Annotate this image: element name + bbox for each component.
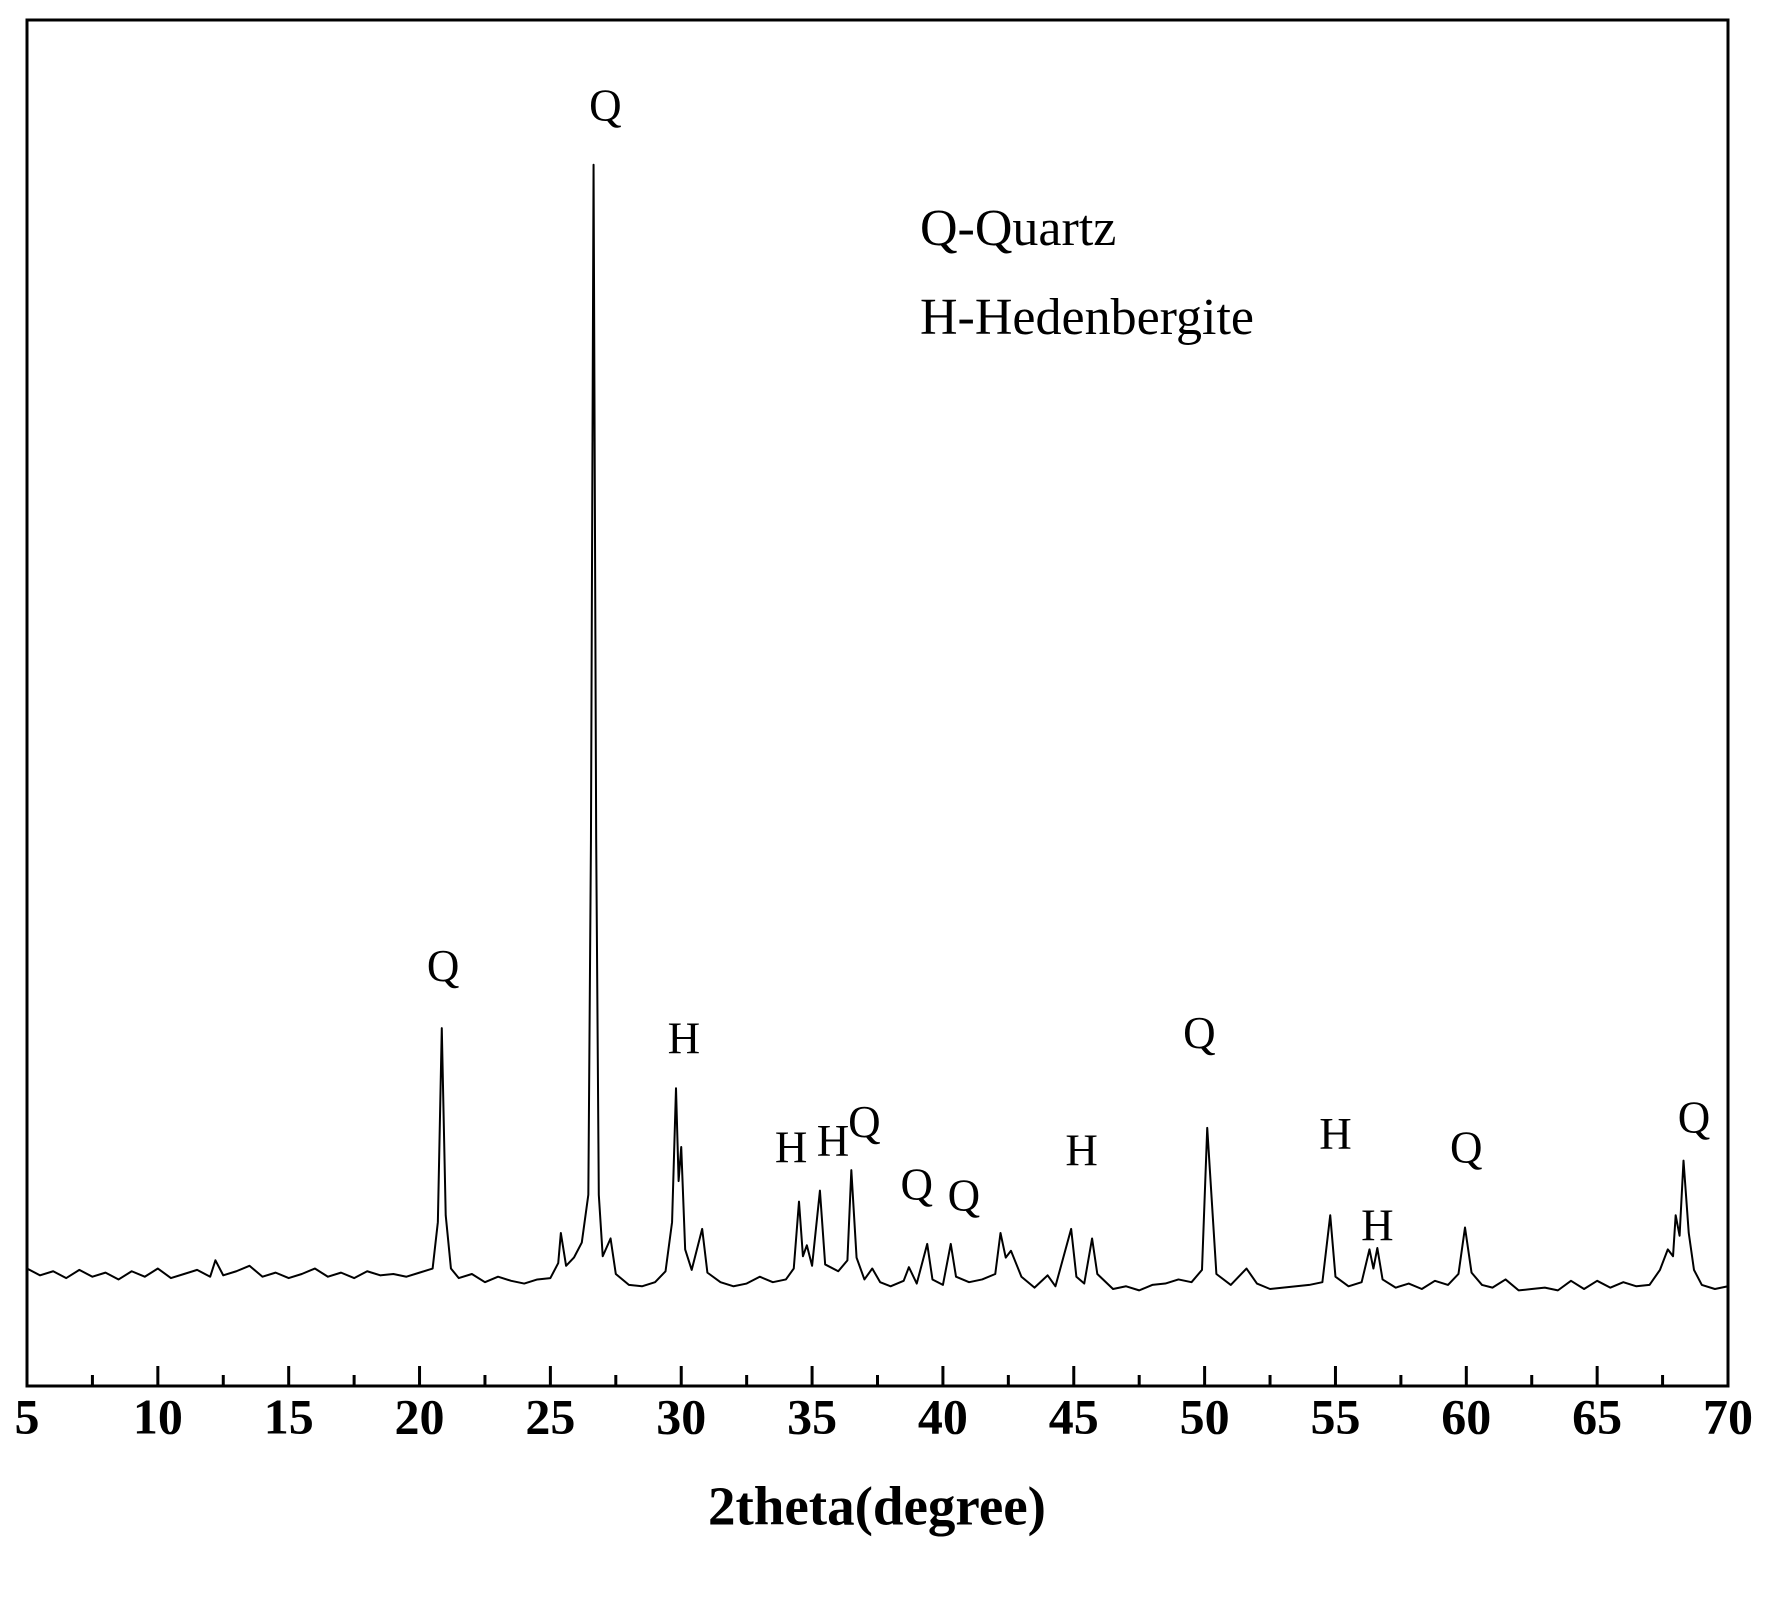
x-tick-label: 65 (1572, 1388, 1622, 1444)
x-tick-label: 55 (1310, 1388, 1360, 1444)
x-tick-label: 10 (133, 1388, 183, 1444)
x-tick-label: 30 (656, 1388, 706, 1444)
peak-label: H (817, 1116, 850, 1166)
peak-label: Q (948, 1171, 981, 1221)
x-axis-label: 2theta(degree) (708, 1476, 1046, 1537)
legend-note: H-Hedenbergite (920, 289, 1254, 346)
x-tick-label: 25 (525, 1388, 575, 1444)
peak-label: Q (427, 941, 460, 991)
x-tick-label: 15 (264, 1388, 314, 1444)
peak-label: Q (901, 1160, 934, 1210)
plot-frame (25, 18, 1730, 1388)
x-tick-label: 5 (15, 1388, 40, 1444)
peak-label: H (668, 1013, 701, 1063)
peak-label: H (1319, 1109, 1352, 1159)
peak-label: H (775, 1123, 808, 1173)
peak-label: H (1361, 1201, 1394, 1251)
peak-label: Q (1450, 1123, 1483, 1173)
x-tick-label: 45 (1049, 1388, 1099, 1444)
legend-note: Q-Quartz (920, 200, 1116, 257)
peak-label: Q (848, 1097, 881, 1147)
x-tick-label: 20 (395, 1388, 445, 1444)
peak-label: Q (589, 80, 622, 130)
peak-label: Q (1183, 1008, 1216, 1058)
peak-label: H (1065, 1125, 1098, 1175)
x-tick-label: 70 (1703, 1388, 1753, 1444)
peak-label: Q (1678, 1093, 1711, 1143)
x-tick-label: 35 (787, 1388, 837, 1444)
x-tick-label: 50 (1180, 1388, 1230, 1444)
x-tick-label: 60 (1441, 1388, 1491, 1444)
x-tick-label: 40 (918, 1388, 968, 1444)
xrd-line (26, 163, 1729, 1292)
